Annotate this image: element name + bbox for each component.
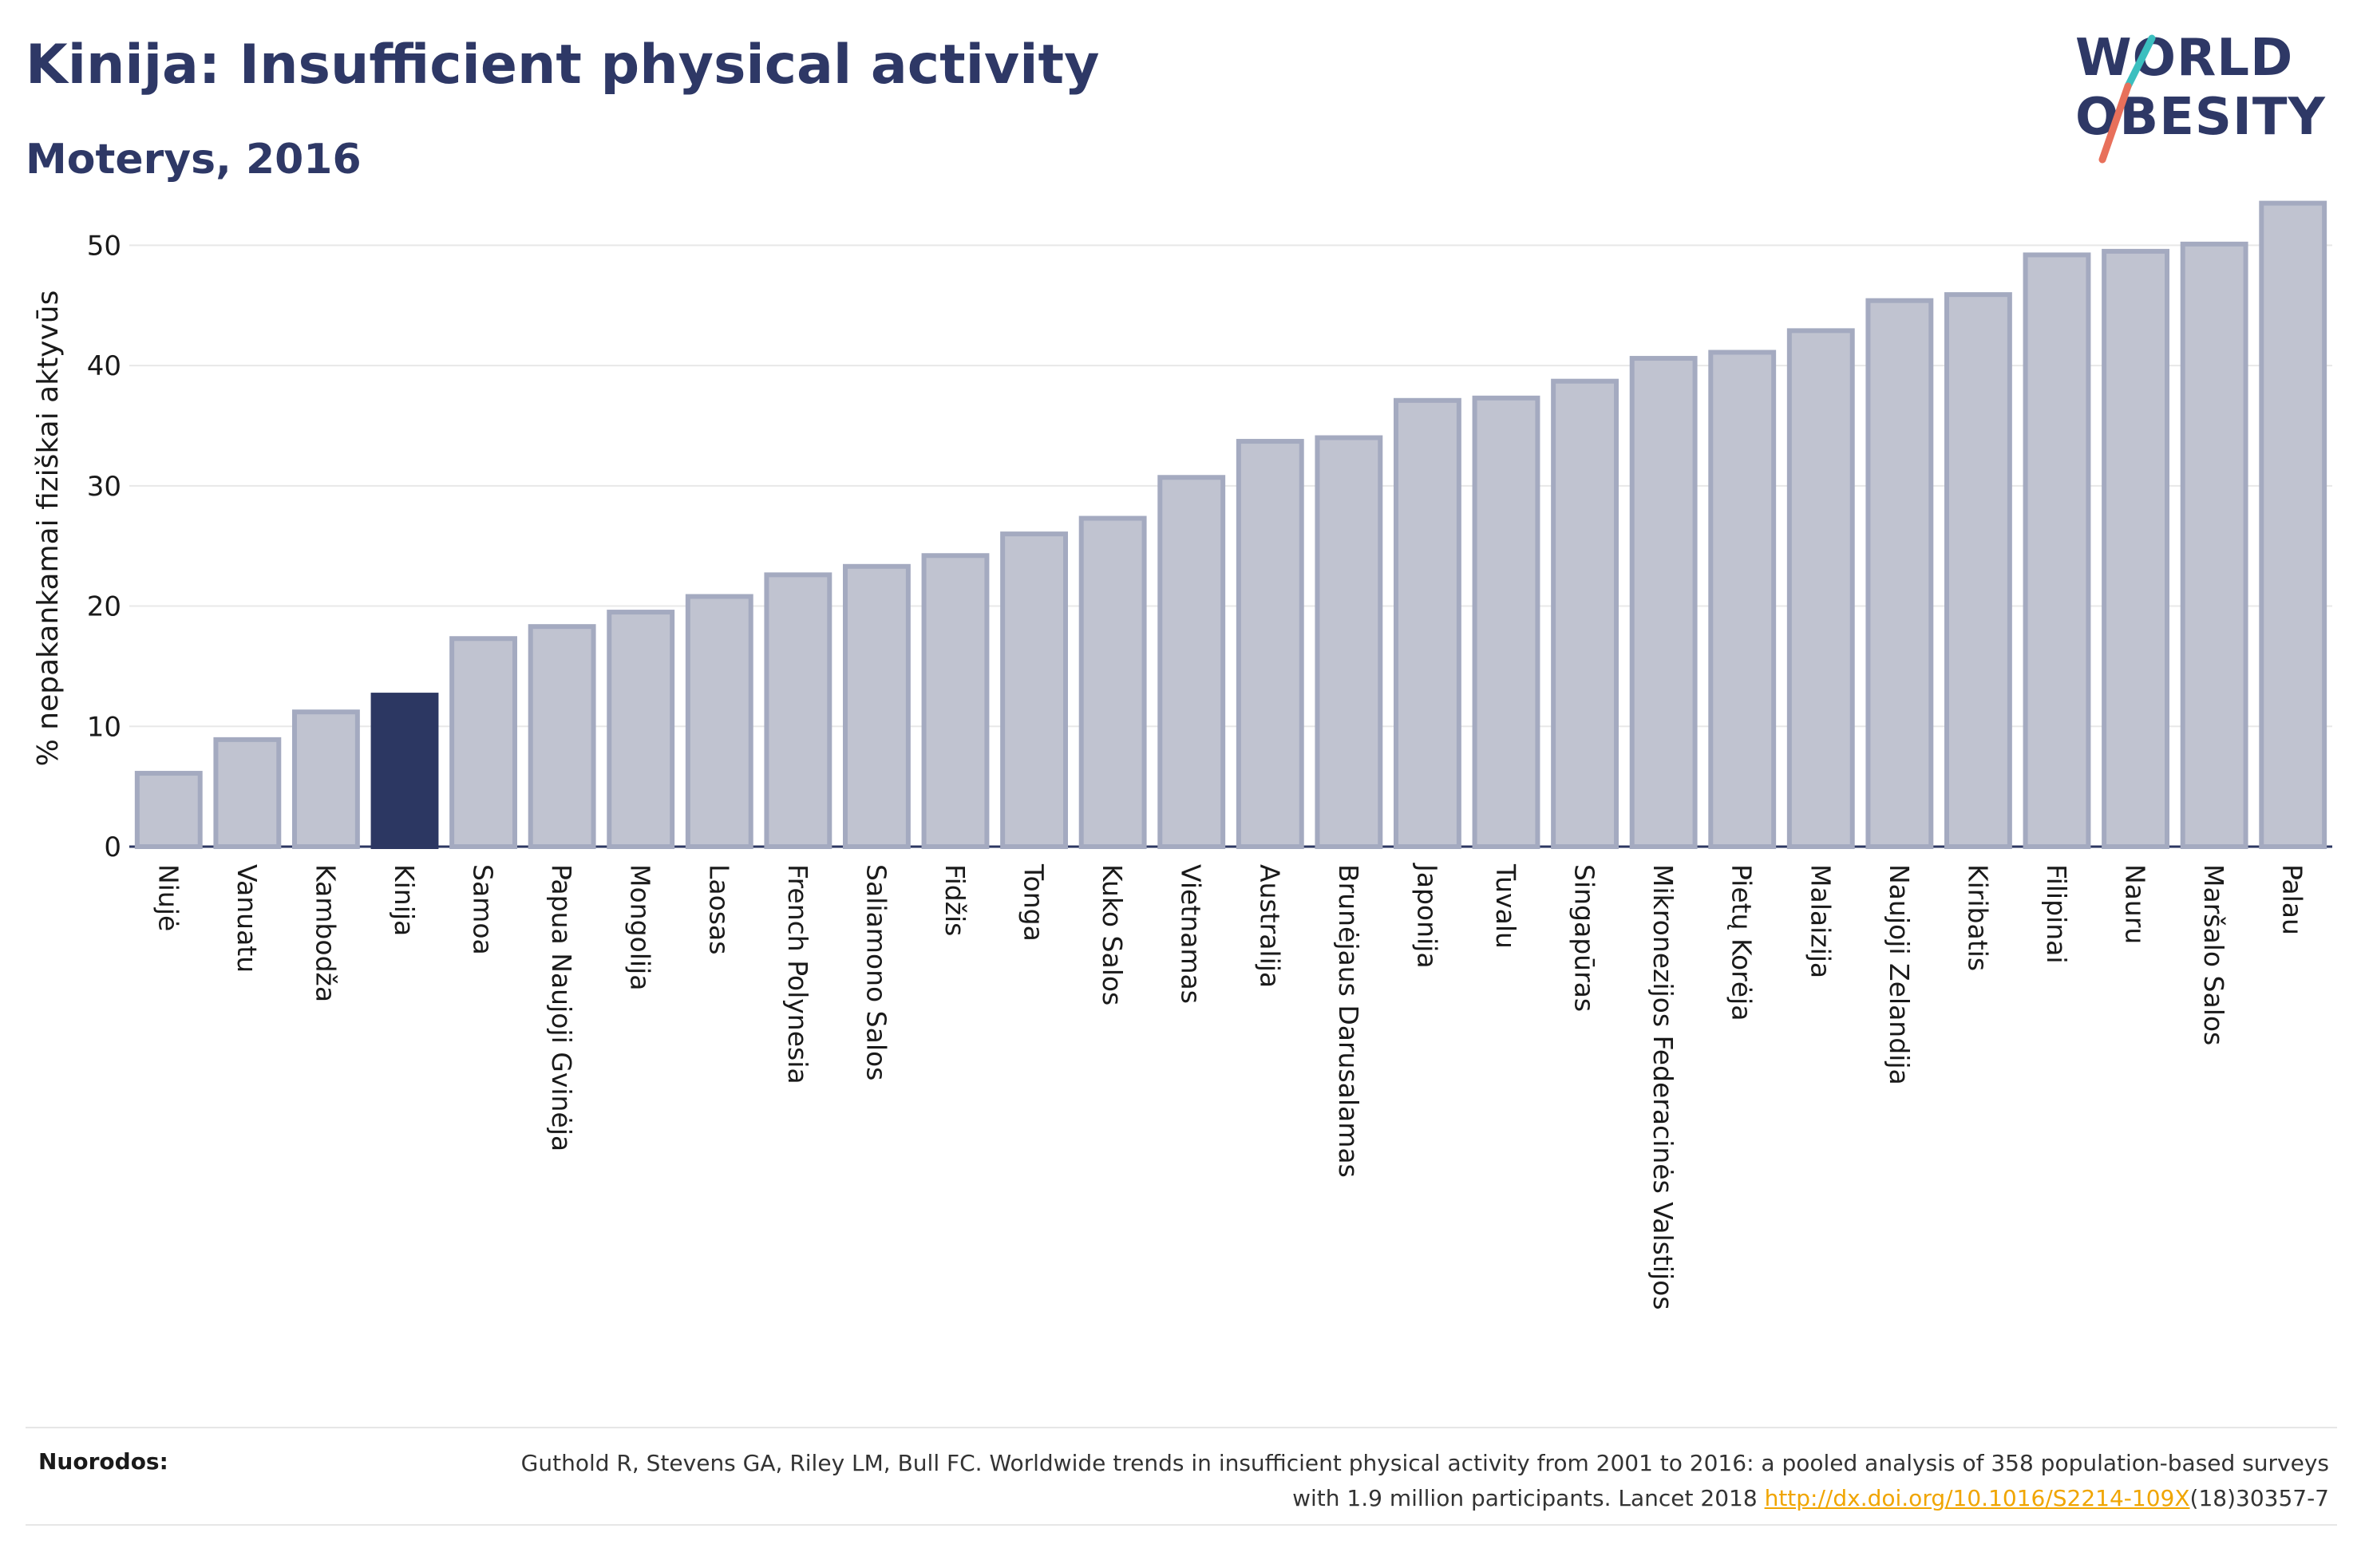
x-tick-label: Kambodža — [310, 864, 341, 1002]
x-tick-label: French Polynesia — [782, 864, 813, 1084]
references-citation: Guthold R, Stevens GA, Riley LM, Bull FC… — [520, 1450, 2329, 1511]
footer-divider-top — [26, 1427, 2337, 1428]
bar-Niujė[interactable] — [134, 771, 203, 849]
x-tick-label: Singapūras — [1569, 864, 1600, 1012]
logo-word-world: WORLD — [2075, 29, 2294, 88]
bar-Laosas[interactable] — [685, 594, 753, 849]
bar-Vietnamas[interactable] — [1157, 475, 1226, 849]
bar-Pietų Korėja[interactable] — [1708, 350, 1777, 849]
x-tick-label: Kiribatis — [1962, 864, 1993, 971]
bar-French Polynesia[interactable] — [764, 572, 832, 850]
y-tick-label: 10 — [87, 711, 121, 743]
footer-divider-bottom — [26, 1524, 2337, 1526]
y-tick-label: 40 — [87, 350, 121, 382]
chart-title: Kinija: Insufficient physical activity — [26, 34, 1100, 97]
bar-Vanuatu[interactable] — [213, 737, 282, 849]
bar-Papua Naujoji Gvinėja[interactable] — [528, 624, 596, 849]
y-axis-label: % nepakankamai fiziškai aktyvūs — [32, 290, 65, 767]
references-doi-link[interactable]: http://dx.doi.org/10.1016/S2214-109X — [1764, 1485, 2190, 1511]
bar-Tuvalu[interactable] — [1472, 395, 1540, 849]
bar-Nauru[interactable] — [2102, 248, 2169, 849]
bar-Tonga[interactable] — [1000, 531, 1068, 849]
x-tick-label: Palau — [2277, 864, 2308, 935]
bar-Fidžis[interactable] — [921, 553, 990, 849]
bar-Kiribatis[interactable] — [1944, 292, 2012, 849]
bar-Mongolija[interactable] — [607, 610, 675, 850]
chart-subtitle: Moterys, 2016 — [26, 136, 362, 184]
x-tick-label: Papua Naujoji Gvinėja — [546, 864, 577, 1151]
x-tick-label: Brunėjaus Darusalamas — [1333, 864, 1364, 1178]
y-tick-label: 50 — [87, 230, 121, 262]
world-obesity-logo[interactable]: WORLD OBESITY — [2075, 32, 2347, 168]
references-citation-suffix: (18)30357-7 — [2189, 1485, 2329, 1511]
bar-Kinija[interactable] — [370, 693, 439, 849]
bar-Filipinai[interactable] — [2023, 252, 2091, 849]
x-tick-label: Laosas — [703, 864, 734, 954]
bar-Australija[interactable] — [1236, 439, 1304, 849]
bar-Kambodža[interactable] — [292, 709, 360, 849]
x-tick-label: Mikronezijos Federacinės Valstijos — [1647, 864, 1679, 1310]
bar-chart: 0 10 20 30 40 50 Niujė Vanuatu Kambodža Kinija Sa… — [32, 200, 2332, 1310]
y-tick-label: 0 — [104, 831, 121, 863]
y-tick-label: 20 — [87, 591, 121, 623]
x-tick-label: Malaizija — [1805, 864, 1836, 978]
x-tick-label: Tonga — [1018, 863, 1050, 942]
bar-Palau[interactable] — [2259, 200, 2327, 850]
bar-Naujoji Zelandija[interactable] — [1865, 298, 1934, 849]
bar-Singapūras[interactable] — [1551, 378, 1619, 850]
x-tick-label: Maršalo Salos — [2198, 864, 2229, 1045]
logo-slash-icon — [2098, 34, 2156, 164]
x-tick-label: Filipinai — [2041, 864, 2072, 964]
x-tick-label: Pietų Korėja — [1726, 864, 1758, 1021]
x-tick-label: Kuko Salos — [1097, 864, 1128, 1005]
bar-Saliamono Salos[interactable] — [843, 563, 911, 850]
bar-Brunėjaus Darusalamas[interactable] — [1315, 435, 1383, 849]
x-tick-label: Niujė — [152, 864, 184, 931]
y-tick-label: 30 — [87, 471, 121, 503]
references-label: Nuorodos: — [38, 1448, 168, 1475]
x-tick-label: Japonija — [1411, 863, 1442, 969]
x-tick-label: Australija — [1254, 864, 1285, 988]
x-tick-label: Nauru — [2120, 864, 2151, 944]
x-tick-label: Kinija — [389, 864, 420, 936]
bar-Malaizija[interactable] — [1786, 328, 1855, 849]
x-tick-label: Vietnamas — [1176, 864, 1207, 1004]
x-tick-label: Tuvalu — [1490, 863, 1521, 949]
x-tick-label: Fidžis — [939, 864, 971, 936]
x-tick-label: Mongolija — [625, 864, 656, 990]
x-tick-label: Samoa — [468, 864, 499, 955]
bar-Maršalo Salos[interactable] — [2180, 241, 2248, 849]
x-tick-label: Naujoji Zelandija — [1884, 864, 1915, 1085]
x-tick-label: Saliamono Salos — [860, 864, 892, 1080]
bar-Mikronezijos Federacinės Valstijos[interactable] — [1629, 356, 1698, 849]
bar-Kuko Salos[interactable] — [1078, 515, 1147, 849]
references-text: Guthold R, Stevens GA, Riley LM, Bull FC… — [493, 1446, 2329, 1516]
x-tick-label: Vanuatu — [231, 864, 263, 973]
bar-Samoa[interactable] — [449, 636, 518, 849]
bar-Japonija[interactable] — [1394, 397, 1461, 849]
